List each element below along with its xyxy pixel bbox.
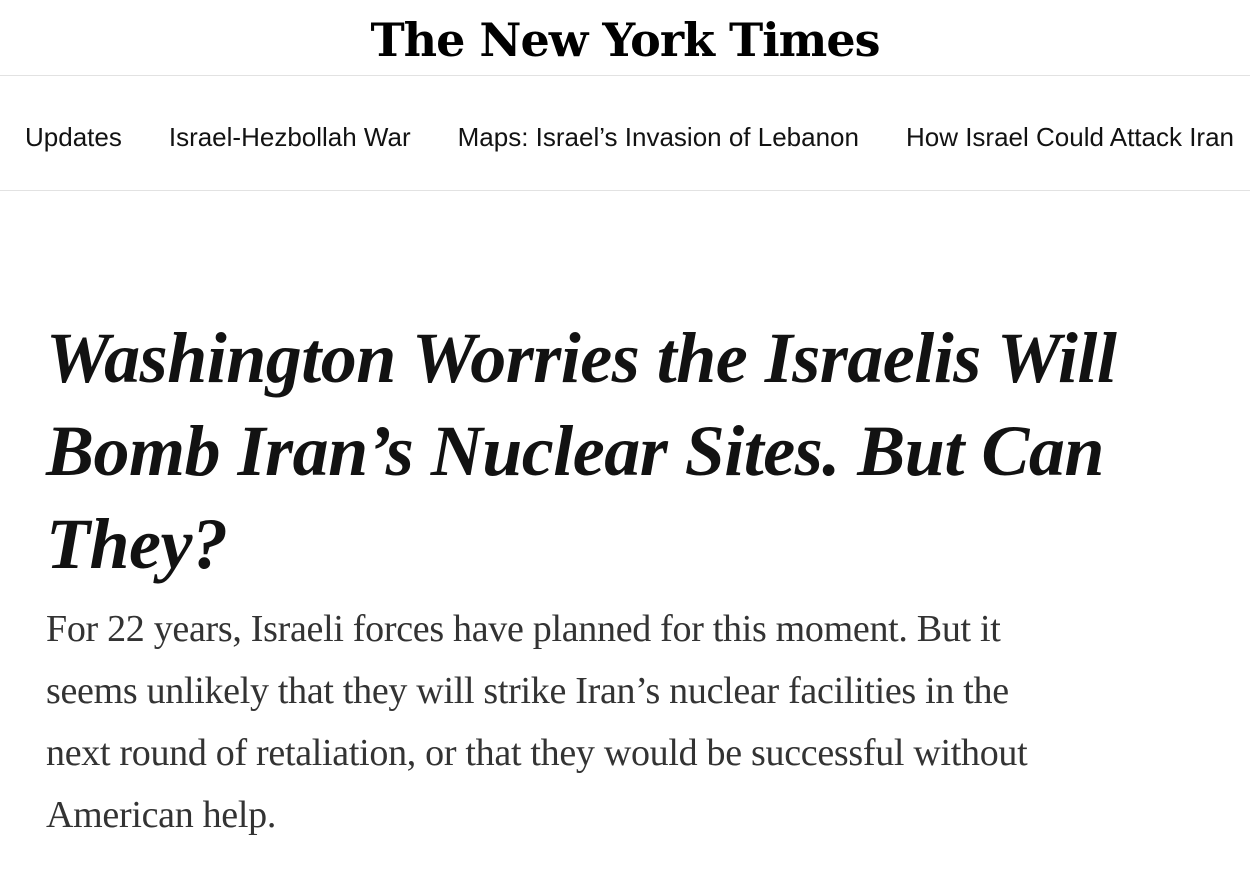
section-nav: Updates Israel-Hezbollah War Maps: Israe… <box>0 76 1250 191</box>
summary-line-1: For 22 years, Israeli forces have planne… <box>46 608 1001 650</box>
headline-line-1: Washington Worries the Israelis Will <box>46 318 1117 398</box>
article-summary: For 22 years, Israeli forces have planne… <box>46 598 1214 846</box>
nav-item-updates[interactable]: Updates <box>25 121 122 152</box>
article: Washington Worries the Israelis Will Bom… <box>0 312 1250 846</box>
nav-item-how-israel-could-attack-iran[interactable]: How Israel Could Attack Iran <box>905 121 1235 152</box>
nav-item-israel-hezbollah-war[interactable]: Israel-Hezbollah War <box>168 121 411 152</box>
summary-line-3: next round of retaliation, or that they … <box>46 732 1028 774</box>
summary-line-2: seems unlikely that they will strike Ira… <box>46 670 1009 712</box>
headline-line-3: They? <box>46 504 228 584</box>
nyt-logo[interactable]: The New York Times <box>370 12 880 67</box>
nav-item-maps-israels-invasion-of-lebanon[interactable]: Maps: Israel’s Invasion of Lebanon <box>457 121 859 152</box>
summary-line-4: American help. <box>46 794 277 836</box>
masthead: The New York Times <box>0 0 1250 76</box>
article-headline: Washington Worries the Israelis Will Bom… <box>46 312 1214 591</box>
headline-line-2: Bomb Iran’s Nuclear Sites. But Can <box>46 411 1104 491</box>
